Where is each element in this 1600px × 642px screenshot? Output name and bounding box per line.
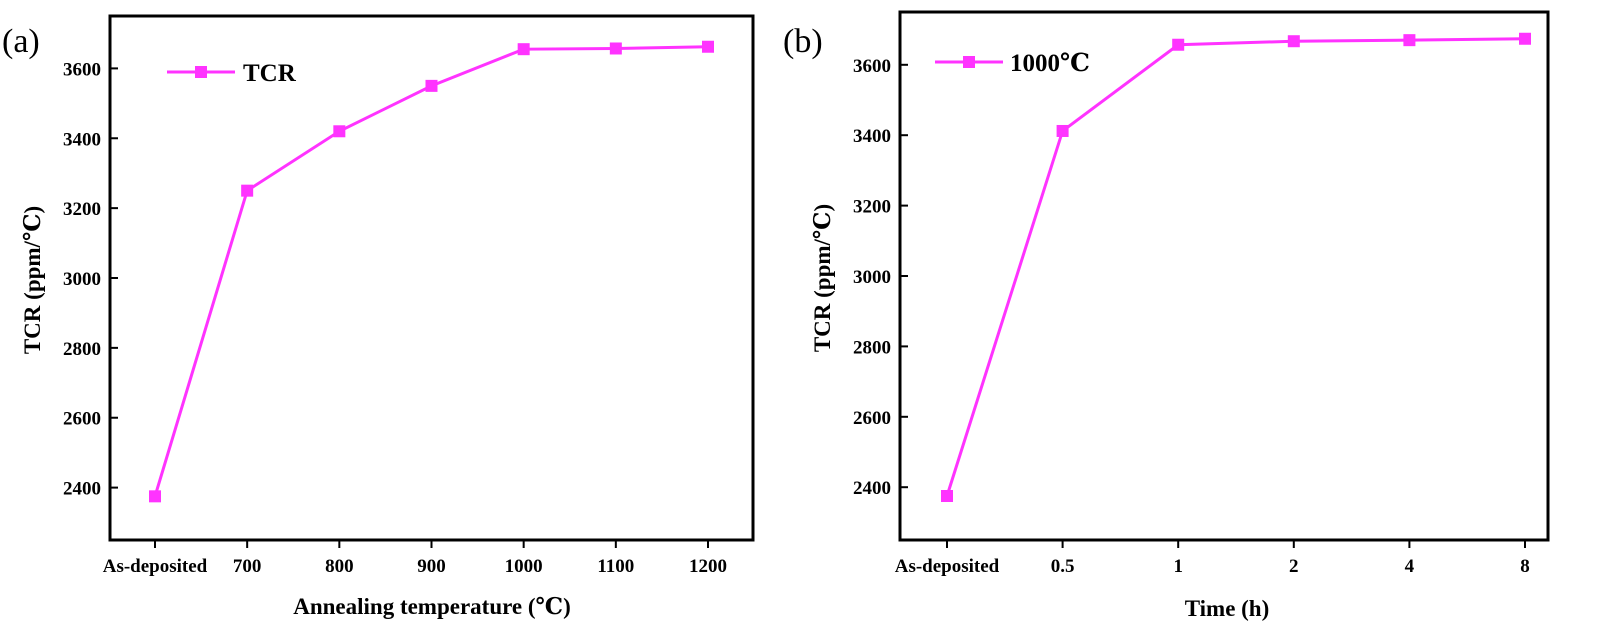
data-point bbox=[149, 490, 161, 503]
data-point bbox=[241, 184, 254, 197]
plot-frame bbox=[108, 14, 755, 542]
data-point bbox=[1519, 32, 1531, 45]
y-tick-label: 3000 bbox=[63, 269, 101, 290]
y-tick-label: 3200 bbox=[853, 197, 891, 218]
x-tick-label: 8 bbox=[1520, 556, 1530, 577]
data-point bbox=[1172, 38, 1185, 51]
data-point bbox=[1287, 35, 1300, 48]
y-tick-label: 2400 bbox=[853, 478, 891, 499]
y-axis-title: TCR (ppm/℃) bbox=[810, 204, 835, 352]
x-tick-label: 1100 bbox=[597, 556, 634, 577]
y-tick-label: 3400 bbox=[853, 126, 891, 147]
x-tick-label: 700 bbox=[233, 556, 262, 577]
data-point bbox=[609, 42, 622, 55]
x-tick-label: 1200 bbox=[689, 556, 727, 577]
y-tick-label: 2600 bbox=[853, 408, 891, 429]
x-tick-label: 1 bbox=[1173, 556, 1183, 577]
y-tick-label: 3400 bbox=[63, 129, 101, 150]
panel-label: (b) bbox=[783, 23, 823, 60]
data-point bbox=[425, 79, 438, 92]
data-point bbox=[1056, 124, 1069, 137]
chart-panel-b: 2400 2600 2800 3000 3200 3400 3600 As-deposited… bbox=[783, 10, 1550, 621]
y-tick-label: 2600 bbox=[63, 409, 101, 430]
y-tick-label: 3600 bbox=[853, 56, 891, 77]
series-line bbox=[153, 45, 709, 497]
data-point bbox=[333, 125, 346, 138]
x-tick-label: As-deposited bbox=[103, 556, 208, 577]
x-tick-label: 1000 bbox=[505, 556, 543, 577]
y-axis-title: TCR (ppm/℃) bbox=[20, 206, 45, 354]
y-tick-label: 3600 bbox=[63, 59, 101, 80]
legend-label: TCR bbox=[243, 60, 297, 87]
series-line bbox=[945, 37, 1526, 497]
x-tick-label: As-deposited bbox=[895, 556, 1000, 577]
data-point bbox=[517, 43, 530, 56]
panel-label: (a) bbox=[2, 23, 40, 60]
x-axis-title: Annealing temperature (℃) bbox=[293, 594, 571, 619]
y-tick-label: 2400 bbox=[63, 479, 101, 500]
legend-marker bbox=[963, 56, 975, 68]
data-point bbox=[941, 490, 953, 502]
x-tick-label: 4 bbox=[1405, 556, 1415, 577]
x-tick-label: 0.5 bbox=[1051, 556, 1075, 577]
chart-panel-a: 2400 2600 2800 3000 3200 3400 3600 As-deposited… bbox=[2, 14, 755, 619]
y-tick-label: 2800 bbox=[63, 339, 101, 360]
data-point bbox=[702, 40, 714, 53]
legend-marker bbox=[195, 66, 207, 78]
x-tick-label: 900 bbox=[417, 556, 446, 577]
x-tick-label: 800 bbox=[325, 556, 354, 577]
plot-frame bbox=[898, 10, 1550, 542]
y-tick-label: 2800 bbox=[853, 337, 891, 358]
data-point bbox=[1403, 34, 1416, 47]
x-tick-label: 2 bbox=[1289, 556, 1299, 577]
y-tick-label: 3200 bbox=[63, 199, 101, 220]
y-tick-label: 3000 bbox=[853, 267, 891, 288]
legend-label: 1000℃ bbox=[1010, 50, 1090, 77]
x-axis-title: Time (h) bbox=[1185, 596, 1270, 621]
